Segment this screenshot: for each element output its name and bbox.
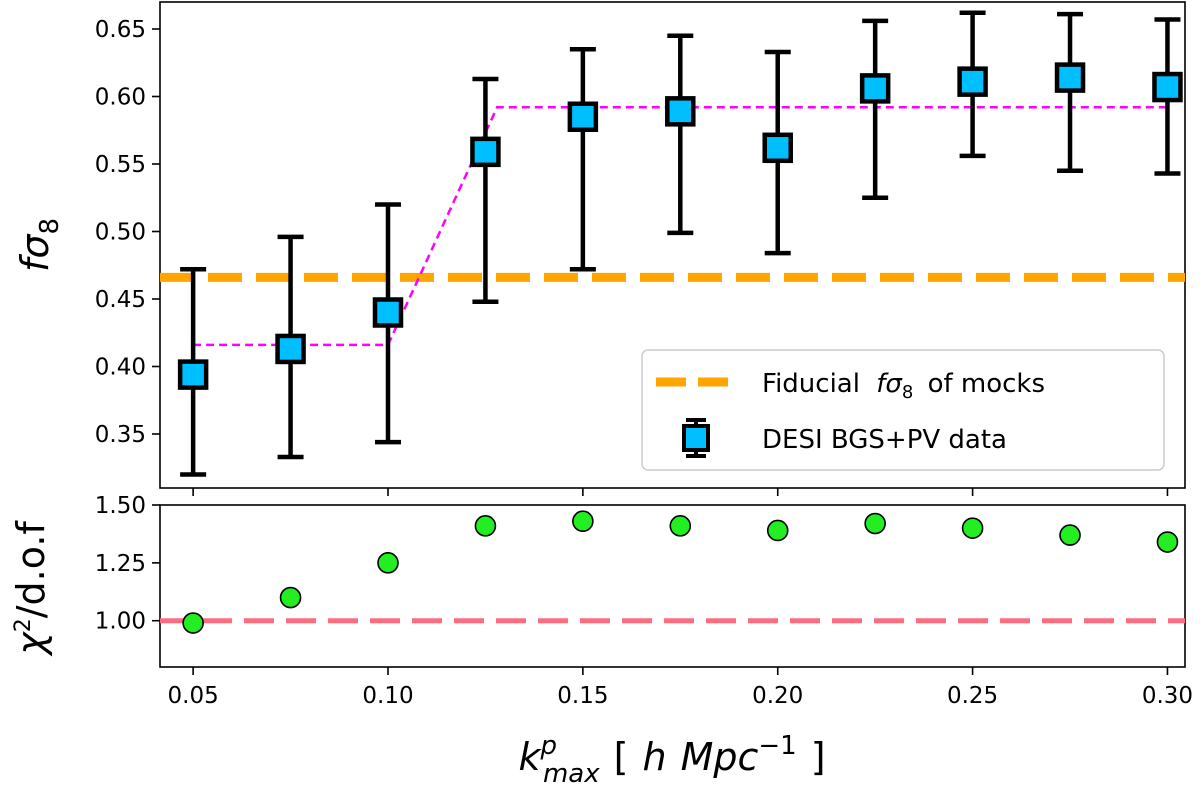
bottom-x-ticks: 0.05 0.10 0.15 0.20 0.25 0.30 — [168, 667, 1193, 709]
top-y-tick-label: 0.65 — [95, 17, 146, 43]
legend-fiducial-label: Fiducial fσ8 of mocks — [762, 369, 1045, 405]
data-point — [470, 136, 501, 168]
top-y-tick-label: 0.55 — [95, 152, 146, 178]
top-errorbars — [180, 10, 1181, 477]
x-axis-label: kp max[h Mpc−1] — [518, 731, 825, 789]
bottom-x-tick-label: 0.10 — [362, 683, 413, 709]
legend-data-marker — [682, 424, 710, 452]
top-y-tick-label: 0.35 — [95, 422, 146, 448]
chi2-point — [377, 552, 399, 574]
data-point — [567, 101, 599, 132]
chi2-point — [864, 512, 886, 535]
bottom-y-tick-label: 1.25 — [95, 551, 146, 577]
chi2-point — [182, 612, 204, 634]
legend-data-label: DESI BGS+PV data — [762, 425, 1007, 455]
top-y-tick-label: 0.50 — [95, 220, 146, 246]
bottom-y-tick-label: 1.50 — [95, 493, 146, 519]
bottom-panel: 1.00 1.25 1.50 0.05 0.10 0.15 0.20 0.25 0.30 χ2… — [9, 493, 1193, 789]
chi2-point — [279, 586, 302, 609]
data-point — [762, 132, 793, 164]
chi2-point — [1156, 531, 1179, 553]
chi2-point — [474, 515, 497, 537]
bottom-data-points — [182, 510, 1179, 634]
top-y-tick-label: 0.45 — [95, 287, 146, 313]
top-y-tick-label: 0.60 — [95, 85, 146, 111]
bottom-x-tick-label: 0.25 — [947, 683, 998, 709]
top-x-ticks — [192, 488, 1169, 496]
top-y-ticks: 0.35 0.40 0.45 0.50 0.55 0.60 0.65 — [95, 17, 160, 448]
data-point — [957, 66, 988, 97]
bottom-y-tick-label: 1.00 — [95, 609, 146, 635]
chi2-point — [961, 517, 984, 539]
top-data-points — [177, 62, 1183, 390]
bottom-y-ticks: 1.00 1.25 1.50 — [95, 493, 160, 635]
chi2-point — [766, 519, 789, 542]
bottom-x-tick-label: 0.20 — [752, 683, 803, 709]
bottom-plot-frame — [159, 504, 1186, 668]
bottom-y-axis-label: χ2/d.o.f — [9, 520, 53, 657]
data-point — [177, 359, 209, 390]
bottom-x-tick-label: 0.15 — [557, 683, 608, 709]
data-point — [275, 333, 306, 365]
chi2-point — [669, 515, 692, 537]
bottom-x-tick-label: 0.05 — [168, 683, 219, 709]
data-point — [372, 297, 404, 328]
chi2-point — [572, 510, 594, 533]
chi2-point — [1059, 524, 1081, 546]
top-y-tick-label: 0.40 — [95, 355, 146, 381]
data-point — [1152, 71, 1183, 103]
bottom-x-tick-label: 0.30 — [1142, 683, 1193, 709]
legend-box — [641, 349, 1165, 471]
top-y-axis-label: fσ8 — [13, 218, 65, 272]
data-point — [1054, 62, 1086, 93]
top-panel: 0.35 0.40 0.45 0.50 0.55 0.60 0.65 Fiducial fσ… — [13, 1, 1186, 496]
top-plot-frame — [159, 1, 1186, 489]
legend: Fiducial fσ8 of mocks DESI BGS+PV data — [641, 349, 1165, 471]
data-point — [859, 73, 891, 104]
data-point — [665, 96, 696, 127]
